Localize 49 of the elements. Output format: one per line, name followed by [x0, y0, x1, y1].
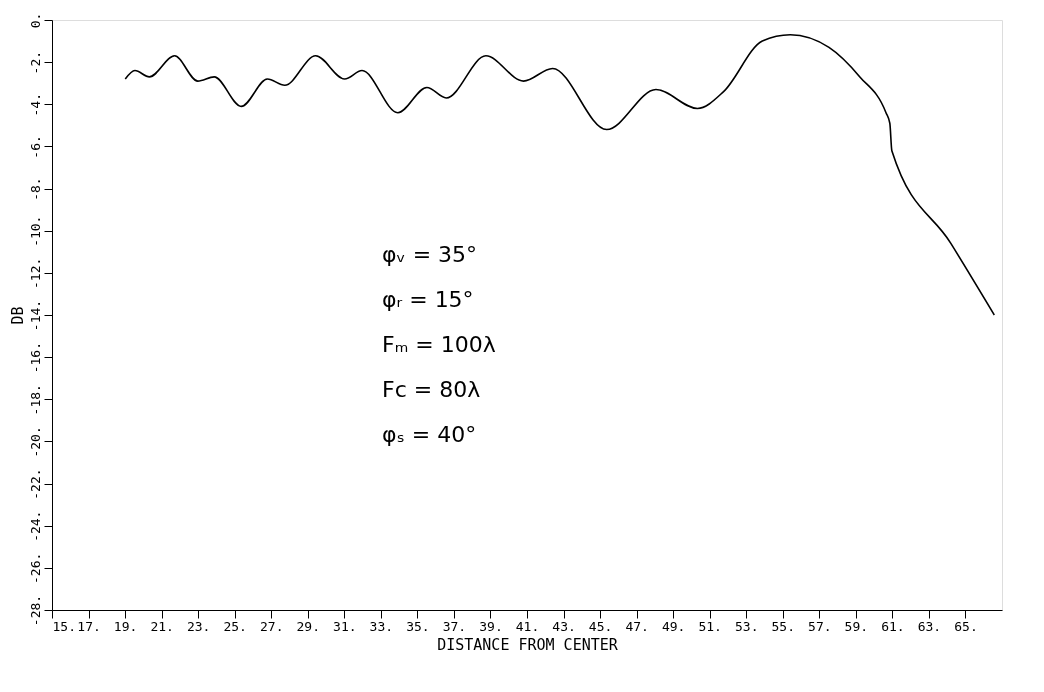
y-tick-label: -2. — [27, 50, 43, 75]
annotation: φᵥ = 35° — [382, 242, 478, 267]
y-axis-title: DB — [8, 306, 27, 325]
y-tick-label: -24. — [27, 510, 43, 542]
x-tick-label: 27. — [259, 618, 284, 634]
y-tick-label: -12. — [27, 257, 43, 290]
x-tick-label: 23. — [186, 618, 211, 634]
x-tick-label: 45. — [588, 618, 613, 634]
x-tick-label: 35. — [406, 618, 430, 634]
y-tick-label: -18. — [27, 384, 43, 416]
x-tick-label: 65. — [954, 618, 978, 634]
x-tick-label: 21. — [150, 618, 174, 634]
y-tick-label: 0. — [27, 12, 43, 29]
x-tick-label: 47. — [625, 618, 649, 634]
x-tick-label: 17. — [77, 618, 101, 634]
y-tick-label: -28. — [27, 594, 43, 627]
x-tick-label: 33. — [369, 618, 394, 634]
y-tick-label: -20. — [27, 426, 43, 458]
x-tick-label: 25. — [223, 618, 247, 634]
x-tick-label: 59. — [844, 618, 869, 634]
x-tick-label: 57. — [808, 618, 832, 634]
x-tick-label: 39. — [479, 618, 503, 634]
x-tick-label: 31. — [333, 618, 357, 634]
x-tick-label: 63. — [917, 618, 942, 634]
x-tick-label: 55. — [771, 618, 796, 634]
x-tick-label: 29. — [296, 618, 321, 634]
y-tick-label: -16. — [27, 341, 43, 374]
annotation: Fₘ = 100λ — [382, 332, 496, 357]
x-tick-label: 15. — [52, 618, 76, 634]
line-series — [124, 33, 996, 316]
x-tick-label: 53. — [734, 618, 759, 634]
x-axis-title: DISTANCE FROM CENTER — [437, 635, 619, 654]
x-tick-label: 43. — [552, 618, 576, 634]
y-tick-label: -26. — [27, 552, 43, 585]
annotation: Fc = 80λ — [382, 377, 481, 402]
y-tick-label: -22. — [27, 468, 43, 500]
x-tick-label: 37. — [442, 618, 467, 634]
y-tick-label: -4. — [27, 93, 43, 117]
x-tick-label: 49. — [661, 618, 686, 634]
y-tick-label: -14. — [27, 299, 43, 332]
x-tick-label: 61. — [881, 618, 905, 634]
annotation: φᵣ = 15° — [382, 287, 474, 312]
y-tick-label: -8. — [27, 177, 43, 201]
x-tick-label: 41. — [515, 618, 540, 634]
y-tick-label: -6. — [27, 135, 43, 159]
x-tick-label: 51. — [698, 618, 722, 634]
annotation: φₛ = 40° — [382, 422, 477, 447]
x-tick-label: 19. — [113, 618, 138, 634]
y-tick-label: -10. — [27, 215, 43, 247]
